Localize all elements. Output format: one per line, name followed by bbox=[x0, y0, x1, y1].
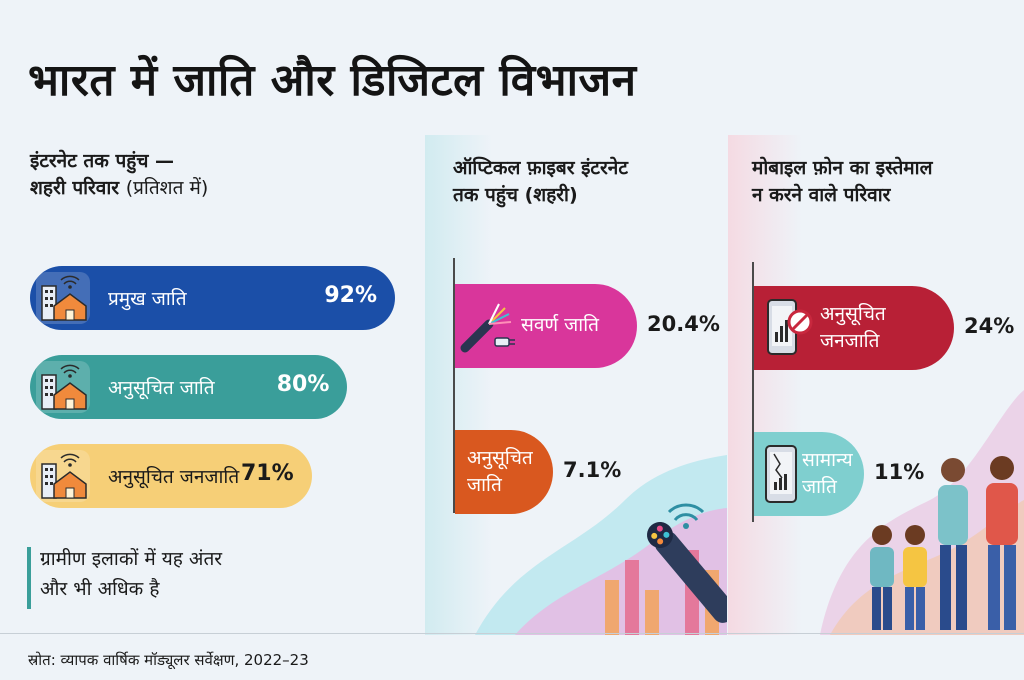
bar-value: 71% bbox=[241, 461, 294, 486]
bar-2: अनुसूचित जाति bbox=[455, 430, 553, 514]
bar-label: अनुसूचित जाति bbox=[108, 377, 215, 399]
mobile-usage-section-title: मोबाइल फ़ोन का इस्तेमाल न करने वाले परिव… bbox=[752, 155, 932, 209]
section-title-line1: मोबाइल फ़ोन का इस्तेमाल bbox=[752, 157, 933, 179]
mobile-chart-axis bbox=[752, 262, 754, 522]
family-illustration bbox=[820, 390, 1024, 635]
bar-value: 7.1% bbox=[563, 458, 622, 482]
house-wifi-icon bbox=[36, 361, 90, 413]
source-note: स्रोत: व्यापक वार्षिक मॉड्यूलर सर्वेक्षण… bbox=[28, 651, 309, 669]
section-title-line2-bold: शहरी परिवार bbox=[30, 177, 120, 199]
house-wifi-icon bbox=[36, 272, 90, 324]
no-phone-icon bbox=[760, 296, 816, 364]
internet-access-section-title: इंटरनेट तक पहुंच — शहरी परिवार (प्रतिशत … bbox=[30, 148, 208, 202]
section-title-line2: न करने वाले परिवार bbox=[752, 184, 891, 206]
footer-divider bbox=[0, 633, 1024, 634]
bar-value: 24% bbox=[964, 314, 1015, 338]
house-wifi-icon bbox=[36, 450, 90, 502]
fiber-cable-icon bbox=[459, 298, 517, 360]
bar-3: अनुसूचित जनजाति 71% bbox=[30, 444, 312, 508]
bar-2: सामान्य जाति bbox=[754, 432, 864, 516]
section-title-line1: इंटरनेट तक पहुंच — bbox=[30, 150, 175, 172]
bar-value: 11% bbox=[874, 460, 925, 484]
bar-value: 20.4% bbox=[647, 312, 720, 336]
bar-label: अनुसूचित जनजाति bbox=[108, 466, 240, 488]
bar-value: 80% bbox=[276, 372, 330, 397]
bar-value: 92% bbox=[324, 283, 377, 308]
bar-1: प्रमुख जाति 92% bbox=[30, 266, 395, 330]
section-title-line2-light: (प्रतिशत में) bbox=[125, 177, 209, 199]
note-accent-rule bbox=[27, 547, 31, 609]
broken-phone-icon bbox=[760, 442, 804, 510]
bar-1: सवर्ण जाति bbox=[455, 284, 637, 368]
fiber-illustration bbox=[475, 455, 727, 635]
bar-2: अनुसूचित जाति 80% bbox=[30, 355, 348, 419]
section-title-line1: ऑप्टिकल फ़ाइबर इंटरनेट bbox=[453, 157, 628, 179]
section-title-line2: तक पहुंच (शहरी) bbox=[453, 184, 578, 206]
fiber-access-section-title: ऑप्टिकल फ़ाइबर इंटरनेट तक पहुंच (शहरी) bbox=[453, 155, 628, 209]
rural-note-line1: ग्रामीण इलाकों में यह अंतर bbox=[40, 548, 223, 570]
rural-note: ग्रामीण इलाकों में यह अंतर और भी अधिक है bbox=[40, 544, 222, 604]
rural-note-line2: और भी अधिक है bbox=[40, 578, 160, 600]
bar-label: अनुसूचित जाति bbox=[467, 447, 533, 496]
bar-1: अनुसूचित जनजाति bbox=[754, 286, 954, 370]
fiber-chart-axis bbox=[453, 258, 455, 513]
page-title: भारत में जाति और डिजिटल विभाजन bbox=[28, 55, 637, 106]
bar-label: सवर्ण जाति bbox=[521, 314, 599, 336]
bar-label: प्रमुख जाति bbox=[108, 288, 187, 310]
bar-label: अनुसूचित जनजाति bbox=[820, 303, 886, 352]
bar-label: सामान्य जाति bbox=[802, 449, 853, 498]
